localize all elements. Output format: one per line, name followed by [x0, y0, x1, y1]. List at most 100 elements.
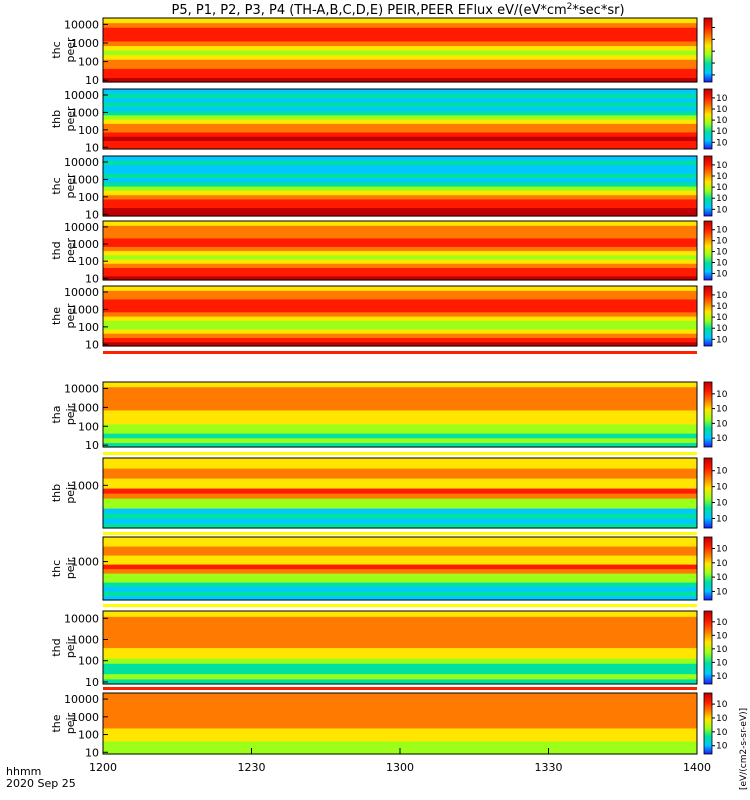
spectrogram-band	[103, 54, 697, 60]
colorbar-tick-label: 10	[716, 248, 728, 258]
spectrogram-band	[103, 36, 697, 42]
panel-frame	[102, 220, 698, 281]
spectrogram-band	[103, 190, 697, 196]
colorbar	[703, 88, 713, 150]
spectrogram-band	[103, 663, 697, 669]
panel-instrument-label: peer	[64, 106, 77, 132]
spectrogram-band	[103, 59, 697, 65]
panel-probe-label: thc	[50, 177, 63, 194]
spectrogram-band	[103, 642, 697, 649]
colorbar-tick-label: 10	[716, 105, 728, 115]
panel-probe-label: the	[50, 714, 63, 732]
y-tick-label: 10	[85, 141, 99, 154]
y-tick-label: 100	[78, 124, 99, 137]
spectrogram-band	[103, 164, 697, 170]
panel-probe-label: tha	[50, 405, 63, 423]
spectrogram-band	[103, 478, 697, 484]
spectrogram-band	[103, 414, 697, 420]
spectrogram-band	[103, 93, 697, 99]
spectrogram-band	[103, 442, 697, 448]
spectrogram-band	[103, 405, 697, 411]
panel-probe-label: the	[50, 307, 63, 325]
spectrogram-band	[103, 131, 697, 137]
panel-frame	[102, 536, 698, 601]
spectrogram-band	[103, 586, 697, 592]
spectrogram-band	[103, 559, 697, 565]
spectrogram-band	[103, 719, 697, 725]
colorbar-tick-label: 10	[716, 390, 728, 400]
panel-probe-label: thc	[50, 560, 63, 577]
spectrogram-panel: 1000 thb peir 10 10 10 10	[50, 457, 728, 529]
spectrogram-band	[103, 286, 697, 291]
colorbar-tick-label: 10	[716, 499, 728, 509]
colorbar-tick-label: 10	[716, 324, 728, 334]
spectrogram-band	[103, 568, 697, 574]
colorbar-tick-label: 10	[716, 226, 728, 236]
spectrogram-band	[103, 258, 697, 264]
y-tick-label: 1000	[71, 303, 99, 316]
spectrogram-band	[103, 732, 697, 738]
spectrogram-band	[103, 723, 697, 729]
y-tick-label: 1000	[71, 479, 99, 492]
panel-separator	[103, 604, 697, 607]
colorbar-tick-label: 10	[716, 259, 728, 269]
colorbar-tick-label: 10	[716, 587, 728, 597]
spectrogram-band	[103, 657, 697, 664]
spectrogram-band	[103, 207, 697, 213]
spectrogram-band	[103, 513, 697, 519]
colorbar-tick-label: 10	[716, 237, 728, 247]
spectrogram-band	[103, 652, 697, 659]
y-tick-label: 10000	[64, 612, 99, 625]
colorbar-tick-label: 10	[716, 94, 728, 104]
spectrogram-band	[103, 736, 697, 742]
spectrogram-band	[103, 626, 697, 633]
colorbar-tick-label: 10	[716, 559, 728, 569]
spectrogram-band	[103, 168, 697, 174]
spectrogram-band	[103, 97, 697, 103]
panel-separator	[103, 687, 697, 690]
spectrogram-band	[103, 546, 697, 552]
x-tick-label: 1200	[89, 761, 117, 774]
spectrogram-band	[103, 250, 697, 256]
spectrogram-band	[103, 246, 697, 252]
spectrogram-band	[103, 740, 697, 746]
spectrogram-band	[103, 328, 697, 334]
spectrogram-band	[103, 22, 697, 28]
panel-probe-label: thd	[50, 241, 63, 259]
spectrogram-band	[103, 177, 697, 183]
spectrogram-band	[103, 550, 697, 556]
spectrogram-band	[103, 221, 697, 226]
spectrogram-band	[103, 31, 697, 37]
spectrogram-band	[103, 50, 697, 56]
spectrogram-band	[103, 68, 697, 74]
colorbar-tick-label: 10	[716, 161, 728, 171]
spectrogram-band	[103, 144, 697, 150]
spectrogram-band	[103, 564, 697, 570]
colorbar-tick-label: 10	[716, 194, 728, 204]
spectrogram-band	[103, 693, 697, 698]
y-tick-label: 100	[78, 191, 99, 204]
spectrogram-band	[103, 616, 697, 623]
panel-separator	[103, 351, 697, 354]
spectrogram-band	[103, 45, 697, 51]
spectrogram-band	[103, 307, 697, 313]
spectrogram-band	[103, 263, 697, 268]
spectrogram-band	[103, 254, 697, 260]
y-tick-label: 100	[78, 420, 99, 433]
y-tick-label: 10000	[64, 18, 99, 31]
spectrogram-band	[103, 483, 697, 489]
spectrogram-band	[103, 518, 697, 524]
spectrogram-band	[103, 140, 697, 146]
spectrogram-band	[103, 498, 697, 504]
spectrogram-band	[103, 275, 697, 281]
colorbar-tick-label: 10	[716, 116, 728, 126]
spectrogram-band	[103, 473, 697, 479]
spectrogram-band	[103, 294, 697, 300]
spectrogram-band	[103, 211, 697, 217]
spectrogram-band	[103, 290, 697, 296]
panel-frame	[102, 381, 698, 448]
y-tick-label: 10000	[64, 382, 99, 395]
